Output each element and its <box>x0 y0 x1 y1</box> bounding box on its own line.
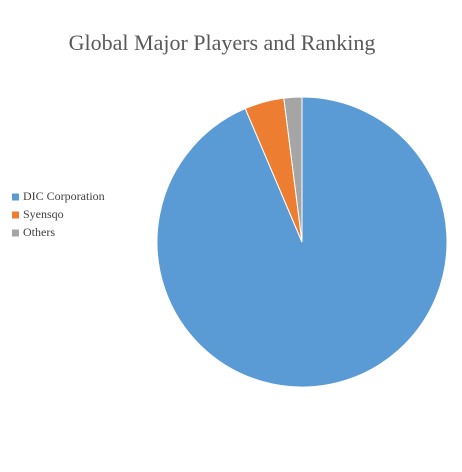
legend-label: Others <box>23 225 55 239</box>
chart-title: Global Major Players and Ranking <box>69 30 376 55</box>
legend-label: Syensqo <box>23 207 64 221</box>
legend-swatch <box>12 229 19 237</box>
pie-slice <box>283 96 303 243</box>
legend-swatch <box>12 211 19 219</box>
legend-label: DIC Corporation <box>23 189 105 203</box>
legend-swatch <box>12 193 19 201</box>
